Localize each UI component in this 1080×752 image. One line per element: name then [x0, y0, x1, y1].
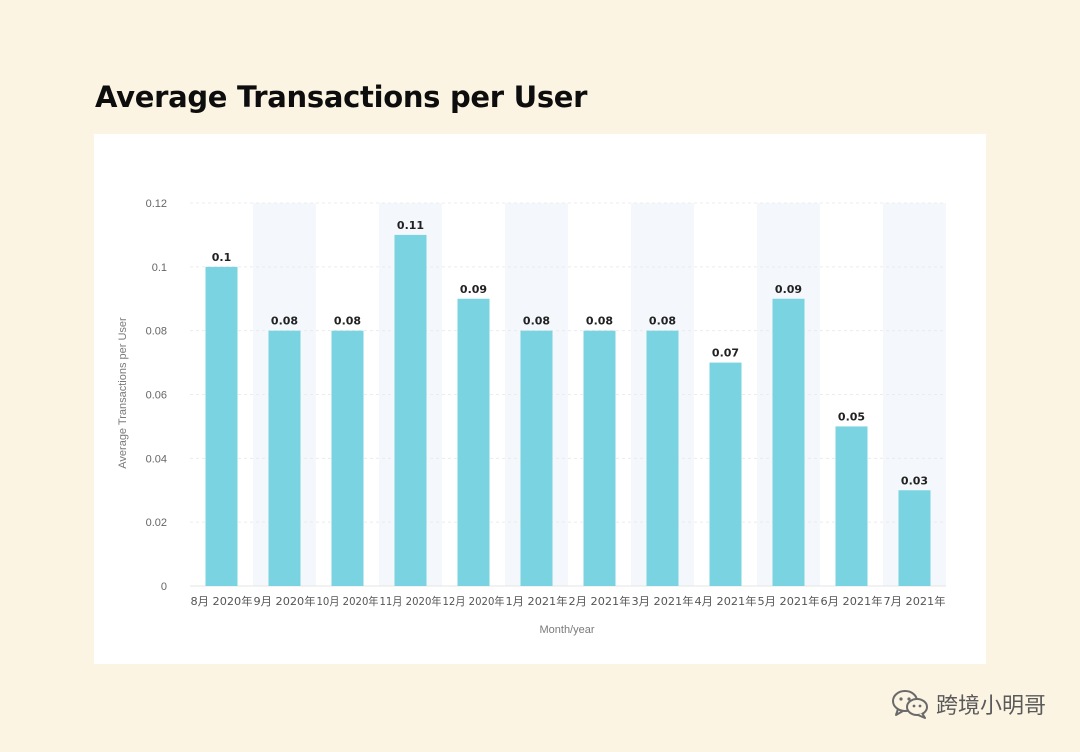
x-tick-label: 7月 2021年 [884, 594, 946, 608]
chart-card: 0 0.02 0.04 0.06 0.08 0.1 0.12 0.1 0.08 0.08 0.11… [94, 134, 986, 664]
x-axis-title: Month/year [539, 624, 594, 636]
wechat-icon [891, 690, 928, 719]
bar [331, 330, 364, 586]
data-label: 0.1 [212, 251, 232, 264]
x-tick-label: 6月 2021年 [821, 594, 883, 608]
bar [520, 330, 553, 586]
x-tick-label: 8月 2020年 [191, 594, 253, 608]
data-labels: 0.1 0.08 0.08 0.11 0.09 0.08 0.08 0.08 0.07 0.09 0… [212, 219, 928, 487]
watermark-text: 跨境小明哥 [935, 694, 1046, 719]
x-tick-label: 5月 2021年 [758, 594, 820, 608]
x-tick-label: 11月 2020年 [380, 594, 442, 608]
bar [772, 298, 805, 586]
data-label: 0.11 [397, 219, 424, 232]
page-title: Average Transactions per User [95, 80, 588, 114]
y-tick-label: 0 [161, 581, 167, 593]
x-tick-label: 9月 2020年 [254, 594, 316, 608]
bar [268, 330, 301, 586]
data-label: 0.09 [460, 283, 487, 296]
bars [205, 234, 931, 586]
data-label: 0.08 [649, 315, 676, 328]
data-label: 0.03 [901, 474, 928, 487]
x-tick-label: 10月 2020年 [317, 594, 379, 608]
bar [898, 490, 931, 586]
data-label: 0.08 [334, 315, 361, 328]
y-axis-title: Average Transactions per User [117, 317, 129, 469]
y-tick-label: 0.06 [146, 390, 167, 402]
bar [646, 330, 679, 586]
y-axis-ticks: 0 0.02 0.04 0.06 0.08 0.1 0.12 [146, 198, 167, 593]
x-tick-label: 3月 2021年 [632, 594, 694, 608]
data-label: 0.08 [523, 315, 550, 328]
x-tick-label: 1月 2021年 [506, 594, 568, 608]
bar [394, 234, 427, 586]
bar-chart: 0 0.02 0.04 0.06 0.08 0.1 0.12 0.1 0.08 0.08 0.11… [117, 198, 946, 636]
bar [709, 362, 742, 586]
x-tick-label: 2月 2021年 [569, 594, 631, 608]
y-tick-label: 0.04 [146, 453, 167, 465]
x-tick-label: 12月 2020年 [443, 594, 505, 608]
bar [205, 266, 238, 586]
data-label: 0.08 [271, 315, 298, 328]
y-tick-label: 0.12 [146, 198, 167, 210]
data-label: 0.05 [838, 410, 865, 423]
bar [457, 298, 490, 586]
x-tick-label: 4月 2021年 [695, 594, 757, 608]
y-tick-label: 0.02 [146, 517, 167, 529]
grid-lines [190, 202, 946, 587]
data-label: 0.08 [586, 315, 613, 328]
y-tick-label: 0.08 [146, 326, 167, 338]
data-label: 0.09 [775, 283, 802, 296]
bar [583, 330, 616, 586]
bar [835, 426, 868, 586]
data-label: 0.07 [712, 347, 739, 360]
y-tick-label: 0.1 [152, 262, 167, 274]
watermark: 跨境小明哥 [890, 688, 1046, 720]
